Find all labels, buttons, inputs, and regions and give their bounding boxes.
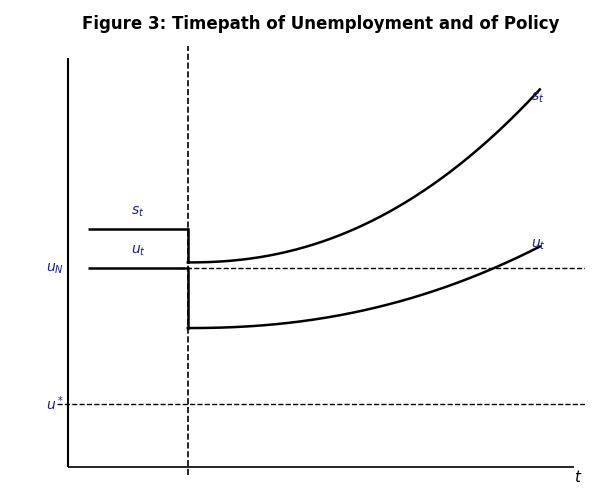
Text: $s_t$: $s_t$ [531,91,544,106]
Text: $t$: $t$ [574,469,583,485]
Text: $u_N$: $u_N$ [46,261,64,276]
Text: $s_t$: $s_t$ [131,204,145,218]
Text: $u^*$: $u^*$ [46,394,64,413]
Text: $u_t$: $u_t$ [531,238,546,252]
Text: $u_t$: $u_t$ [131,244,146,258]
Title: Figure 3: Timepath of Unemployment and of Policy: Figure 3: Timepath of Unemployment and o… [82,15,560,33]
